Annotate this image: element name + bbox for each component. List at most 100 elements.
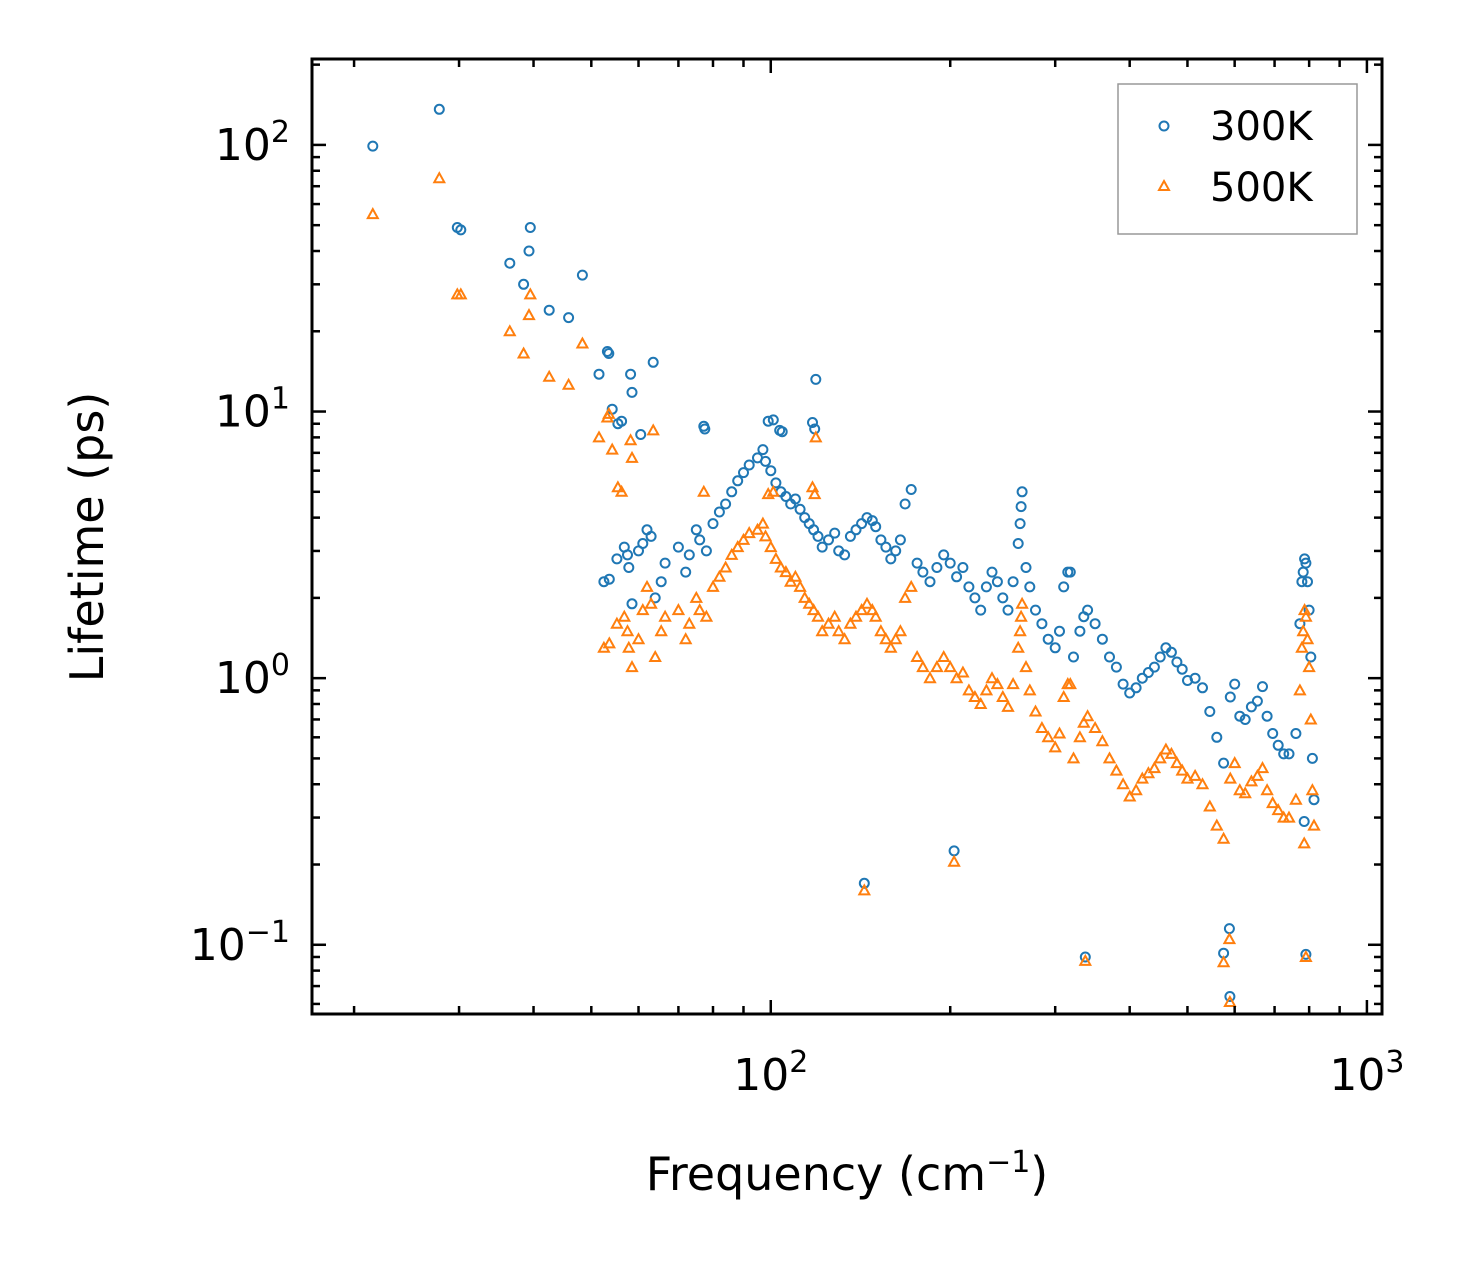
- point-500K-41: [631, 632, 646, 645]
- point-300K-109: [986, 566, 998, 578]
- point-300K-93: [890, 545, 902, 557]
- legend-marker-300K: [1158, 120, 1170, 132]
- legend-label-500K: 500K: [1210, 165, 1314, 211]
- point-500K-31: [1223, 994, 1237, 1007]
- point-500K-78: [832, 624, 846, 637]
- point-300K-155: [1234, 710, 1246, 722]
- point-300K-150: [1204, 706, 1216, 717]
- point-500K-150: [1228, 756, 1242, 769]
- point-500K-61: [750, 522, 765, 535]
- point-300K-38: [598, 576, 610, 588]
- point-300K-22: [699, 423, 711, 435]
- point-500K-124: [1066, 751, 1081, 764]
- point-500K-128: [1088, 720, 1102, 733]
- point-500K-141: [1170, 756, 1184, 769]
- point-500K-77: [828, 609, 842, 622]
- point-500K-69: [788, 569, 803, 582]
- series-500K-points: [366, 171, 1321, 1007]
- point-500K-131: [1109, 763, 1124, 776]
- point-500K-25: [809, 430, 823, 443]
- point-500K-90: [893, 624, 908, 637]
- point-500K-140: [1164, 746, 1179, 759]
- point-300K-29: [810, 373, 822, 385]
- point-500K-72: [802, 596, 816, 609]
- point-300K-81: [829, 527, 841, 539]
- point-500K-126: [1077, 715, 1091, 728]
- point-500K-144: [1188, 768, 1202, 781]
- point-500K-5: [516, 346, 531, 359]
- point-500K-50: [682, 616, 696, 629]
- point-300K-7: [524, 222, 536, 233]
- point-300K-19: [635, 429, 647, 440]
- legend-marker-500K: [1157, 178, 1171, 191]
- point-300K-10: [576, 269, 588, 281]
- point-300K-131: [1082, 604, 1094, 616]
- point-300K-102: [944, 557, 956, 569]
- point-300K-141: [1148, 661, 1160, 673]
- point-300K-69: [770, 477, 782, 489]
- point-500K-80: [843, 616, 858, 629]
- point-500K-152: [1238, 786, 1252, 799]
- point-500K-70: [793, 579, 807, 592]
- point-500K-133: [1123, 789, 1137, 802]
- point-500K-17: [623, 433, 638, 446]
- point-500K-19: [646, 423, 660, 436]
- point-500K-13: [602, 406, 616, 419]
- point-300K-129: [1074, 625, 1086, 637]
- point-300K-27: [807, 417, 818, 428]
- point-500K-79: [837, 632, 852, 645]
- point-500K-101: [962, 683, 976, 696]
- point-300K-162: [1272, 739, 1284, 751]
- point-300K-151: [1211, 731, 1223, 743]
- point-300K-145: [1171, 656, 1183, 668]
- point-300K-159: [1257, 681, 1268, 693]
- point-300K-153: [1224, 691, 1236, 703]
- point-500K-67: [779, 565, 793, 578]
- point-300K-64: [743, 459, 755, 471]
- point-500K-110: [1011, 640, 1025, 653]
- point-500K-112: [1014, 609, 1028, 622]
- x-axis-title: Frequency (cm−1): [646, 1145, 1049, 1201]
- point-300K-59: [713, 506, 725, 518]
- point-500K-58: [731, 540, 745, 553]
- point-300K-50: [655, 576, 667, 588]
- point-500K-170: [1305, 783, 1320, 796]
- point-500K-8: [542, 369, 556, 382]
- point-500K-157: [1266, 796, 1280, 809]
- point-300K-84: [844, 530, 856, 542]
- point-300K-32: [1079, 951, 1091, 963]
- point-300K-85: [850, 524, 862, 536]
- point-300K-55: [690, 524, 702, 536]
- point-300K-116: [1015, 501, 1027, 513]
- point-500K-134: [1129, 783, 1143, 796]
- point-500K-42: [636, 603, 650, 616]
- point-300K-123: [1049, 642, 1061, 654]
- point-300K-165: [1290, 728, 1302, 739]
- point-300K-33: [1223, 923, 1235, 935]
- x-tick-label: 103: [1329, 1045, 1404, 1101]
- point-300K-114: [1012, 538, 1024, 549]
- point-500K-38: [620, 624, 635, 637]
- point-300K-170: [1300, 557, 1312, 569]
- point-300K-110: [991, 576, 1003, 588]
- point-500K-114: [1019, 660, 1033, 673]
- point-300K-133: [1096, 633, 1108, 645]
- point-500K-87: [879, 632, 893, 645]
- point-300K-36: [1300, 948, 1312, 960]
- point-500K-118: [1041, 730, 1055, 743]
- point-500K-146: [1203, 799, 1217, 812]
- point-500K-148: [1216, 831, 1231, 844]
- point-300K-174: [1306, 752, 1318, 764]
- point-300K-66: [757, 444, 769, 456]
- point-500K-116: [1028, 704, 1043, 717]
- point-500K-107: [996, 689, 1010, 702]
- point-500K-14: [605, 442, 619, 455]
- point-300K-160: [1261, 710, 1273, 722]
- point-300K-96: [905, 484, 917, 495]
- point-300K-39: [603, 573, 615, 585]
- point-300K-158: [1251, 695, 1263, 707]
- point-500K-63: [758, 529, 773, 542]
- point-500K-45: [648, 649, 662, 662]
- point-500K-96: [930, 660, 944, 673]
